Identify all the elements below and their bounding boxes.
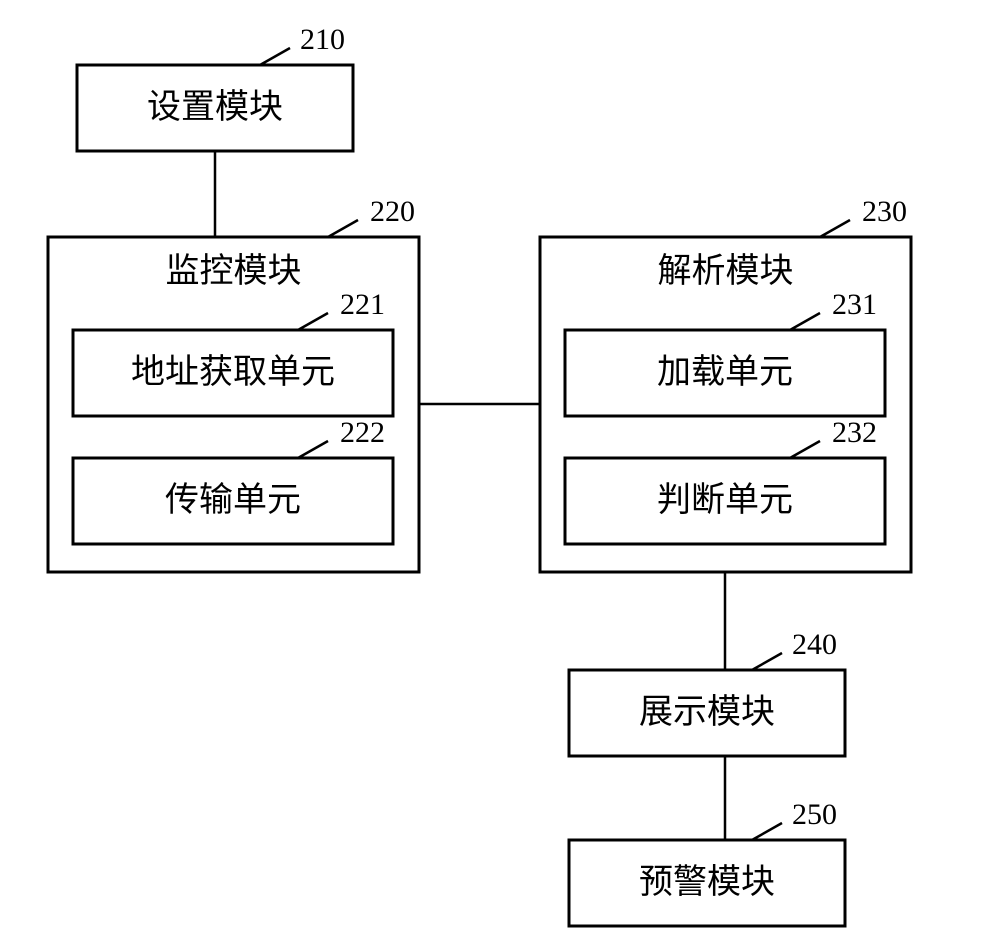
node-231-ref: 231 (832, 288, 877, 321)
node-222-ref: 222 (340, 416, 385, 449)
node-231-tick (790, 313, 820, 330)
node-210-label: 设置模块 (147, 88, 283, 126)
node-240-ref: 240 (792, 628, 837, 661)
node-250: 预警模块 250 (569, 798, 845, 926)
node-210-tick (260, 48, 290, 65)
node-240-label: 展示模块 (639, 693, 775, 731)
node-222-label: 传输单元 (165, 481, 301, 519)
node-221-ref: 221 (340, 288, 385, 321)
node-210-ref: 210 (300, 23, 345, 56)
node-231: 加载单元 231 (565, 288, 885, 416)
node-231-label: 加载单元 (657, 353, 793, 391)
node-250-ref: 250 (792, 798, 837, 831)
node-232: 判断单元 232 (565, 416, 885, 544)
node-232-tick (790, 441, 820, 458)
node-230-label: 解析模块 (658, 252, 794, 290)
node-220-tick (328, 220, 358, 237)
node-222: 传输单元 222 (73, 416, 393, 544)
node-230-tick (820, 220, 850, 237)
node-221-tick (298, 313, 328, 330)
node-240-tick (752, 653, 782, 670)
node-220-ref: 220 (370, 195, 415, 228)
node-222-tick (298, 441, 328, 458)
node-230-ref: 230 (862, 195, 907, 228)
node-250-label: 预警模块 (639, 863, 775, 901)
node-232-ref: 232 (832, 416, 877, 449)
node-210: 设置模块 210 (77, 23, 353, 151)
node-232-label: 判断单元 (657, 481, 793, 519)
node-240: 展示模块 240 (569, 628, 845, 756)
node-250-tick (752, 823, 782, 840)
node-221: 地址获取单元221 (73, 288, 393, 416)
node-220-label: 监控模块 (166, 252, 302, 290)
node-221-label: 地址获取单元 (131, 353, 335, 391)
